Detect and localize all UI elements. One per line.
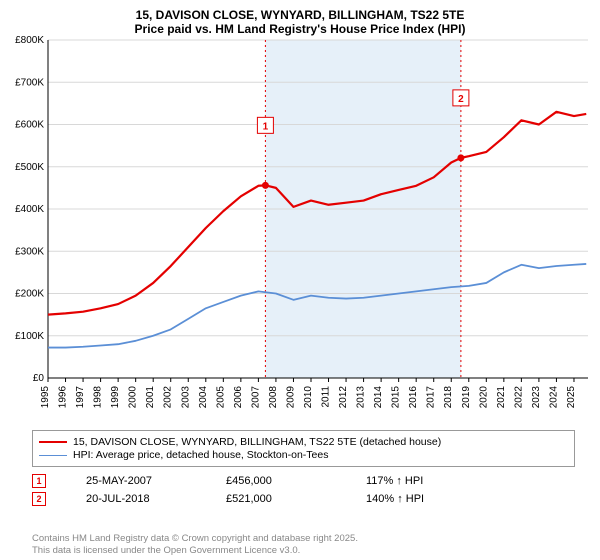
svg-text:2016: 2016 — [408, 386, 419, 409]
svg-text:2020: 2020 — [478, 386, 489, 409]
legend-item: 15, DAVISON CLOSE, WYNYARD, BILLINGHAM, … — [39, 436, 568, 448]
svg-text:2025: 2025 — [566, 386, 577, 409]
footer-line2: This data is licensed under the Open Gov… — [32, 545, 358, 557]
svg-text:2000: 2000 — [128, 386, 139, 409]
footer-copyright: Contains HM Land Registry data © Crown c… — [32, 533, 358, 557]
svg-text:1998: 1998 — [93, 386, 104, 409]
svg-text:£800K: £800K — [15, 35, 44, 46]
svg-text:£600K: £600K — [15, 120, 44, 131]
svg-text:2014: 2014 — [373, 386, 384, 409]
svg-text:£500K: £500K — [15, 162, 44, 173]
marker-price: £456,000 — [226, 475, 326, 487]
svg-text:2010: 2010 — [303, 386, 314, 409]
svg-text:2015: 2015 — [391, 386, 402, 409]
marker-pct: 117% ↑ HPI — [366, 475, 466, 487]
svg-text:2001: 2001 — [145, 386, 156, 409]
svg-text:£400K: £400K — [15, 204, 44, 215]
marker-number-box: 2 — [32, 492, 46, 506]
svg-text:1999: 1999 — [110, 386, 121, 409]
svg-text:2007: 2007 — [250, 386, 261, 409]
marker-number-box: 1 — [32, 474, 46, 488]
svg-text:£100K: £100K — [15, 331, 44, 342]
svg-text:2024: 2024 — [548, 386, 559, 409]
chart-plot-area: £0£100K£200K£300K£400K£500K£600K£700K£80… — [48, 40, 588, 410]
svg-text:2002: 2002 — [163, 386, 174, 409]
marker-price: £521,000 — [226, 493, 326, 505]
svg-text:2021: 2021 — [496, 386, 507, 409]
legend-label: HPI: Average price, detached house, Stoc… — [73, 449, 328, 461]
legend: 15, DAVISON CLOSE, WYNYARD, BILLINGHAM, … — [32, 430, 575, 467]
marker-table: 1 25-MAY-2007 £456,000 117% ↑ HPI 2 20-JUL-20… — [32, 470, 466, 510]
svg-text:1997: 1997 — [75, 386, 86, 409]
legend-swatch — [39, 441, 67, 443]
legend-item: HPI: Average price, detached house, Stoc… — [39, 449, 568, 461]
svg-text:£700K: £700K — [15, 77, 44, 88]
svg-text:2005: 2005 — [215, 386, 226, 409]
svg-text:2017: 2017 — [426, 386, 437, 409]
svg-text:£200K: £200K — [15, 289, 44, 300]
marker-date: 25-MAY-2007 — [86, 475, 186, 487]
svg-text:2019: 2019 — [461, 386, 472, 409]
svg-text:2022: 2022 — [513, 386, 524, 409]
svg-text:2012: 2012 — [338, 386, 349, 409]
svg-text:2004: 2004 — [198, 386, 209, 409]
svg-text:2: 2 — [458, 94, 464, 105]
svg-text:2006: 2006 — [233, 386, 244, 409]
svg-text:1996: 1996 — [58, 386, 69, 409]
marker-pct: 140% ↑ HPI — [366, 493, 466, 505]
marker-row: 1 25-MAY-2007 £456,000 117% ↑ HPI — [32, 474, 466, 488]
title-address: 15, DAVISON CLOSE, WYNYARD, BILLINGHAM, … — [10, 8, 590, 22]
footer-line1: Contains HM Land Registry data © Crown c… — [32, 533, 358, 545]
chart-title: 15, DAVISON CLOSE, WYNYARD, BILLINGHAM, … — [0, 0, 600, 40]
svg-text:£0: £0 — [33, 373, 45, 384]
svg-text:2013: 2013 — [356, 386, 367, 409]
line-chart-svg: £0£100K£200K£300K£400K£500K£600K£700K£80… — [48, 40, 588, 410]
legend-label: 15, DAVISON CLOSE, WYNYARD, BILLINGHAM, … — [73, 436, 441, 448]
svg-text:2011: 2011 — [321, 386, 332, 408]
title-subtitle: Price paid vs. HM Land Registry's House … — [10, 22, 590, 36]
svg-text:1: 1 — [263, 121, 269, 132]
svg-text:2023: 2023 — [531, 386, 542, 409]
svg-text:£300K: £300K — [15, 246, 44, 257]
svg-text:2003: 2003 — [180, 386, 191, 409]
svg-text:2008: 2008 — [268, 386, 279, 409]
marker-date: 20-JUL-2018 — [86, 493, 186, 505]
svg-text:2009: 2009 — [285, 386, 296, 409]
svg-text:2018: 2018 — [443, 386, 454, 409]
svg-text:1995: 1995 — [40, 386, 51, 409]
legend-swatch — [39, 455, 67, 456]
marker-row: 2 20-JUL-2018 £521,000 140% ↑ HPI — [32, 492, 466, 506]
